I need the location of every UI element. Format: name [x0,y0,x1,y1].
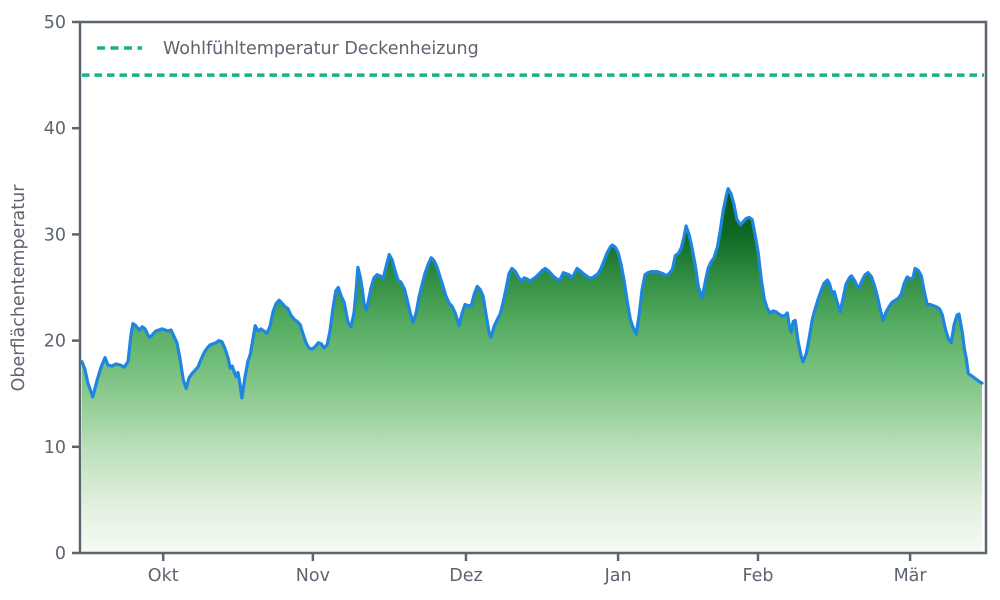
x-tick-label: Nov [296,566,330,586]
y-tick-label: 30 [44,225,66,245]
plot-area: 0 10 20 30 40 50 Okt Nov Dez Jan Feb Mär [44,13,988,586]
x-tick-label: Dez [449,566,482,586]
legend-label: Wohlfühltemperatur Deckenheizung [163,39,479,59]
temperature-area [82,188,982,553]
temperature-line [80,187,984,400]
y-axis-label: Oberflächentemperatur [9,184,29,392]
x-tick-label: Jan [604,566,632,586]
y-tick-label: 10 [44,438,66,458]
y-tick-label: 20 [44,332,66,352]
x-tick-label: Okt [148,566,179,586]
legend: Wohlfühltemperatur Deckenheizung [97,39,479,59]
x-tick-label: Mär [894,566,928,586]
y-tick-label: 50 [44,13,66,33]
axes-box [78,20,988,555]
y-tick-label: 40 [44,119,66,139]
y-tick-label: 0 [55,544,66,564]
x-tick-label: Feb [742,566,773,586]
